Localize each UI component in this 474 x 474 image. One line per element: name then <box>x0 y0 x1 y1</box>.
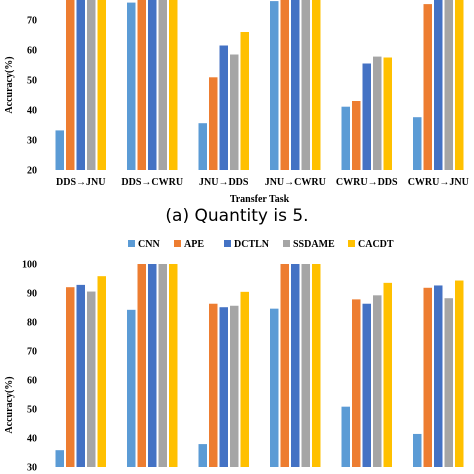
bar-dctln-2 <box>148 264 157 467</box>
x-tick-label: JNU→DDS <box>199 177 249 188</box>
bar-cacdt-6 <box>455 0 464 170</box>
y-tick-label: 60 <box>27 46 37 57</box>
bar-cnn-6 <box>413 117 422 170</box>
bar-ssdame-6 <box>444 0 453 170</box>
caption-a: (a) Quantity is 5. <box>165 206 308 226</box>
bar-ssdame-4 <box>301 0 310 170</box>
y-tick-label: 90 <box>27 289 37 300</box>
legend-label-cnn: CNN <box>138 239 160 250</box>
bar-ssdame-1 <box>87 291 96 467</box>
y-tick-label: 50 <box>27 405 37 416</box>
bar-ape-2 <box>137 264 146 467</box>
y-axis-title: Accuracy(%) <box>4 56 15 113</box>
legend-label-ape: APE <box>184 239 204 250</box>
legend: CNN APE DCTLN SSDAME CACDT <box>128 239 394 250</box>
y-tick-label: 40 <box>27 434 37 445</box>
bar-dctln-1 <box>76 0 85 170</box>
bar-dctln-4 <box>291 264 300 467</box>
bar-ssdame-5 <box>373 295 382 467</box>
bar-cnn-2 <box>127 309 136 467</box>
bar-ssdame-4 <box>301 264 310 467</box>
bar-cacdt-4 <box>312 0 321 170</box>
y-tick-label: 40 <box>27 106 37 117</box>
bar-cacdt-1 <box>97 276 106 467</box>
legend-label-ssdame: SSDAME <box>293 239 335 250</box>
bar-dctln-1 <box>76 284 85 467</box>
bar-cnn-1 <box>55 450 64 467</box>
chart-a: Accuracy(%) 20 30 40 50 60 70 DDS→JNU DDS→CWRU JN… <box>4 0 469 205</box>
chart-b: Accuracy(%) 30 40 50 60 70 80 90 100 <box>4 260 464 474</box>
bar-dctln-5 <box>362 303 371 467</box>
bar-cnn-4 <box>270 308 279 467</box>
y-tick-label: 80 <box>27 318 37 329</box>
y-tick-label: 70 <box>27 16 37 27</box>
y-axis-title: Accuracy(%) <box>4 376 15 433</box>
bar-ape-3 <box>209 77 218 170</box>
bar-ape-6 <box>423 287 432 467</box>
bar-ssdame-2 <box>158 264 167 467</box>
bar-ape-6 <box>423 4 432 170</box>
y-tick-label: 20 <box>27 166 37 177</box>
legend-swatch-dctln <box>224 240 231 247</box>
x-tick-label: JNU→CWRU <box>265 177 326 188</box>
bar-cacdt-3 <box>240 291 249 467</box>
bar-ssdame-5 <box>373 56 382 170</box>
x-axis-title: Transfer Task <box>230 194 290 205</box>
bar-ssdame-3 <box>230 305 239 467</box>
bar-cnn-2 <box>127 2 136 170</box>
bar-dctln-4 <box>291 0 300 170</box>
bar-cnn-5 <box>341 106 350 170</box>
legend-label-cacdt: CACDT <box>358 239 394 250</box>
y-tick-label: 30 <box>27 136 37 147</box>
bar-cnn-3 <box>198 444 207 467</box>
bar-ape-1 <box>66 287 75 467</box>
bar-dctln-3 <box>219 45 228 170</box>
legend-swatch-cacdt <box>348 240 355 247</box>
bar-dctln-6 <box>434 285 443 467</box>
y-tick-label: 70 <box>27 347 37 358</box>
bar-cacdt-2 <box>169 264 178 467</box>
bar-dctln-2 <box>148 0 157 170</box>
bar-cnn-4 <box>270 1 279 170</box>
bar-cacdt-5 <box>383 282 392 467</box>
bar-cnn-6 <box>413 433 422 467</box>
bar-cacdt-5 <box>383 57 392 170</box>
x-tick-label: CWRU→DDS <box>336 177 398 188</box>
y-tick-label: 30 <box>27 463 37 474</box>
x-tick-label: DDS→CWRU <box>121 177 183 188</box>
x-tick-label: DDS→JNU <box>56 177 105 188</box>
bar-cnn-3 <box>198 123 207 170</box>
bar-ape-5 <box>352 101 361 170</box>
bar-cacdt-3 <box>240 32 249 170</box>
bar-cacdt-2 <box>169 0 178 170</box>
bar-ape-5 <box>352 299 361 467</box>
bar-ssdame-1 <box>87 0 96 170</box>
bar-ape-3 <box>209 303 218 467</box>
bar-ssdame-6 <box>444 298 453 467</box>
bar-dctln-6 <box>434 0 443 170</box>
bar-dctln-5 <box>362 63 371 170</box>
bar-ape-4 <box>280 264 289 467</box>
legend-label-dctln: DCTLN <box>234 239 270 250</box>
y-tick-label: 50 <box>27 76 37 87</box>
y-tick-label: 100 <box>22 260 37 271</box>
bar-cnn-1 <box>55 130 64 170</box>
legend-swatch-ssdame <box>283 240 290 247</box>
bar-cacdt-4 <box>312 264 321 467</box>
bar-ssdame-3 <box>230 54 239 170</box>
bar-ape-1 <box>66 0 75 170</box>
bar-ape-2 <box>137 0 146 170</box>
bar-cnn-5 <box>341 406 350 467</box>
bar-cacdt-6 <box>455 280 464 467</box>
y-tick-label: 60 <box>27 376 37 387</box>
legend-swatch-ape <box>174 240 181 247</box>
bar-ssdame-2 <box>158 0 167 170</box>
bar-ape-4 <box>280 0 289 170</box>
x-tick-label: CWRU→JNU <box>408 177 469 188</box>
bar-cacdt-1 <box>97 0 106 170</box>
legend-swatch-cnn <box>128 240 135 247</box>
bar-dctln-3 <box>219 307 228 467</box>
